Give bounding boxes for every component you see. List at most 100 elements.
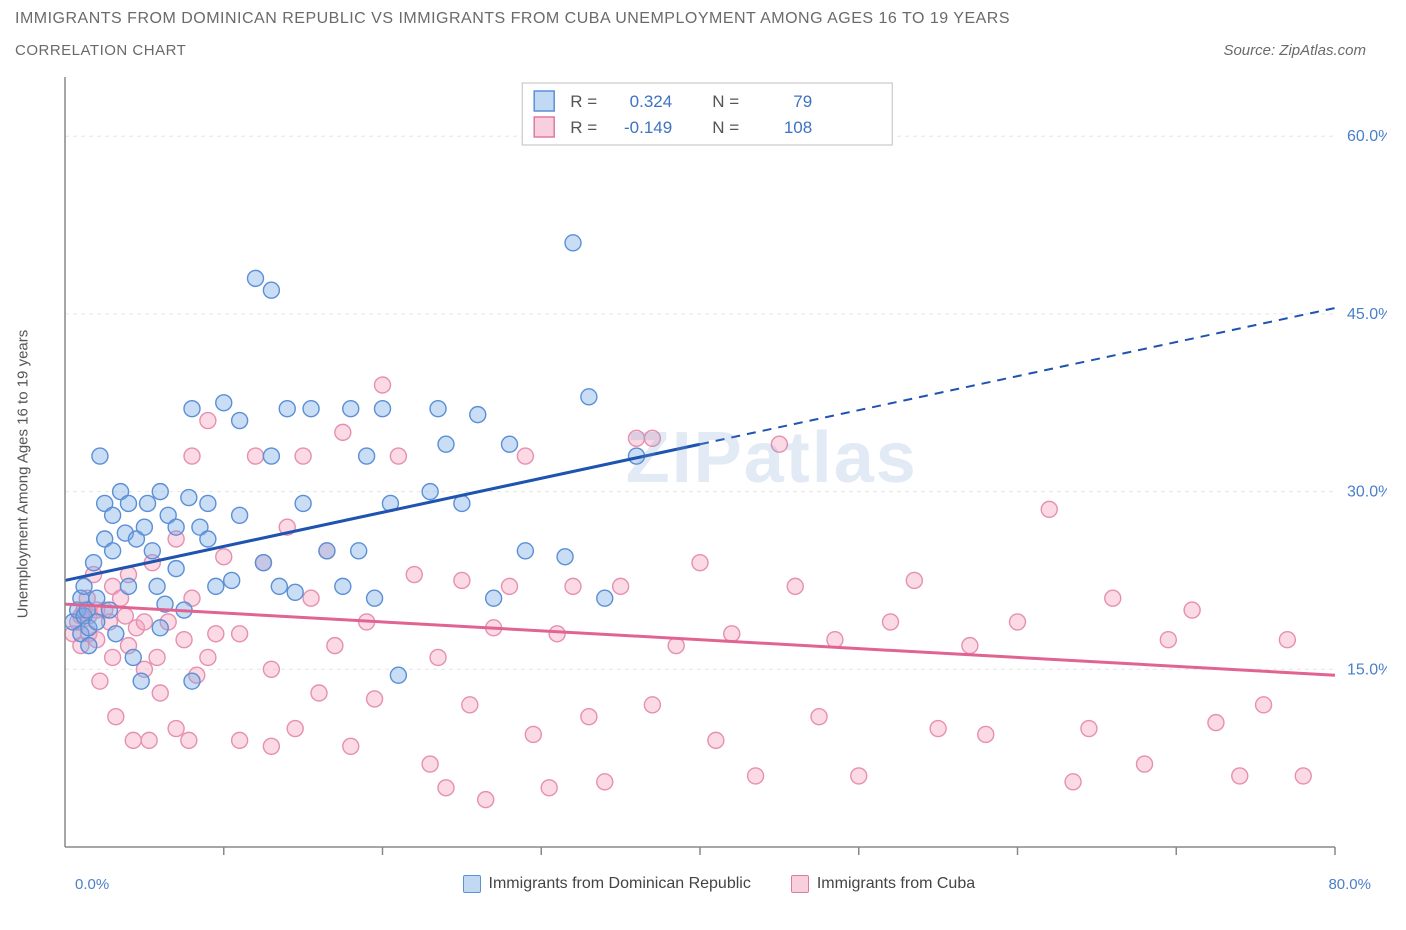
legend-r-value: -0.149 bbox=[624, 118, 672, 137]
data-point bbox=[303, 590, 319, 606]
data-point bbox=[335, 578, 351, 594]
y-axis-label: Unemployment Among Ages 16 to 19 years bbox=[15, 330, 32, 619]
data-point bbox=[125, 649, 141, 665]
data-point bbox=[375, 401, 391, 417]
legend-swatch-icon bbox=[534, 117, 554, 137]
data-point bbox=[279, 401, 295, 417]
data-point bbox=[168, 721, 184, 737]
data-point bbox=[438, 436, 454, 452]
data-point bbox=[517, 543, 533, 559]
chart-container: Unemployment Among Ages 16 to 19 years 1… bbox=[15, 69, 1391, 879]
data-point bbox=[906, 572, 922, 588]
data-point bbox=[565, 235, 581, 251]
data-point bbox=[295, 495, 311, 511]
data-point bbox=[136, 519, 152, 535]
data-point bbox=[176, 632, 192, 648]
data-point bbox=[208, 578, 224, 594]
data-point bbox=[1295, 768, 1311, 784]
data-point bbox=[105, 649, 121, 665]
y-tick-label: 60.0% bbox=[1347, 128, 1387, 145]
data-point bbox=[89, 614, 105, 630]
data-point bbox=[962, 638, 978, 654]
data-point bbox=[149, 649, 165, 665]
data-point bbox=[181, 732, 197, 748]
data-point bbox=[549, 626, 565, 642]
data-point bbox=[184, 448, 200, 464]
data-point bbox=[184, 401, 200, 417]
data-point bbox=[184, 673, 200, 689]
data-point bbox=[748, 768, 764, 784]
data-point bbox=[724, 626, 740, 642]
legend-n-value: 108 bbox=[784, 118, 812, 137]
data-point bbox=[525, 726, 541, 742]
data-point bbox=[232, 626, 248, 642]
data-point bbox=[359, 448, 375, 464]
chart-title-line1: IMMIGRANTS FROM DOMINICAN REPUBLIC VS IM… bbox=[15, 10, 1010, 28]
data-point bbox=[263, 661, 279, 677]
data-point bbox=[140, 495, 156, 511]
data-point bbox=[168, 561, 184, 577]
data-point bbox=[105, 507, 121, 523]
data-point bbox=[121, 495, 137, 511]
data-point bbox=[502, 578, 518, 594]
data-point bbox=[787, 578, 803, 594]
data-point bbox=[1065, 774, 1081, 790]
data-point bbox=[1208, 715, 1224, 731]
data-point bbox=[629, 430, 645, 446]
data-point bbox=[105, 543, 121, 559]
data-point bbox=[1105, 590, 1121, 606]
data-point bbox=[597, 774, 613, 790]
data-point bbox=[303, 401, 319, 417]
data-point bbox=[319, 543, 335, 559]
data-point bbox=[367, 691, 383, 707]
data-point bbox=[1232, 768, 1248, 784]
data-point bbox=[811, 709, 827, 725]
data-point bbox=[1010, 614, 1026, 630]
data-point bbox=[827, 632, 843, 648]
data-point bbox=[581, 709, 597, 725]
data-point bbox=[216, 549, 232, 565]
source-attribution: Source: ZipAtlas.com bbox=[1223, 42, 1391, 59]
data-point bbox=[136, 614, 152, 630]
data-point bbox=[541, 780, 557, 796]
data-point bbox=[327, 638, 343, 654]
y-tick-label: 30.0% bbox=[1347, 484, 1387, 501]
data-point bbox=[248, 270, 264, 286]
data-point bbox=[430, 401, 446, 417]
data-point bbox=[502, 436, 518, 452]
data-point bbox=[81, 638, 97, 654]
data-point bbox=[1041, 501, 1057, 517]
data-point bbox=[771, 436, 787, 452]
data-point bbox=[851, 768, 867, 784]
legend-n-value: 79 bbox=[793, 92, 812, 111]
data-point bbox=[287, 584, 303, 600]
data-point bbox=[1137, 756, 1153, 772]
data-point bbox=[375, 377, 391, 393]
data-point bbox=[978, 726, 994, 742]
data-point bbox=[232, 413, 248, 429]
data-point bbox=[208, 626, 224, 642]
legend-r-label: R = bbox=[570, 118, 597, 137]
data-point bbox=[181, 490, 197, 506]
data-point bbox=[430, 649, 446, 665]
data-point bbox=[200, 531, 216, 547]
data-point bbox=[367, 590, 383, 606]
data-point bbox=[152, 685, 168, 701]
data-point bbox=[883, 614, 899, 630]
data-point bbox=[152, 484, 168, 500]
y-tick-label: 45.0% bbox=[1347, 306, 1387, 323]
data-point bbox=[149, 578, 165, 594]
data-point bbox=[454, 572, 470, 588]
data-point bbox=[86, 555, 102, 571]
data-point bbox=[168, 519, 184, 535]
data-point bbox=[335, 424, 351, 440]
data-point bbox=[343, 401, 359, 417]
data-point bbox=[644, 430, 660, 446]
data-point bbox=[708, 732, 724, 748]
chart-title-line2: CORRELATION CHART bbox=[15, 42, 1010, 59]
data-point bbox=[263, 282, 279, 298]
data-point bbox=[89, 590, 105, 606]
data-point bbox=[133, 673, 149, 689]
data-point bbox=[311, 685, 327, 701]
data-point bbox=[517, 448, 533, 464]
